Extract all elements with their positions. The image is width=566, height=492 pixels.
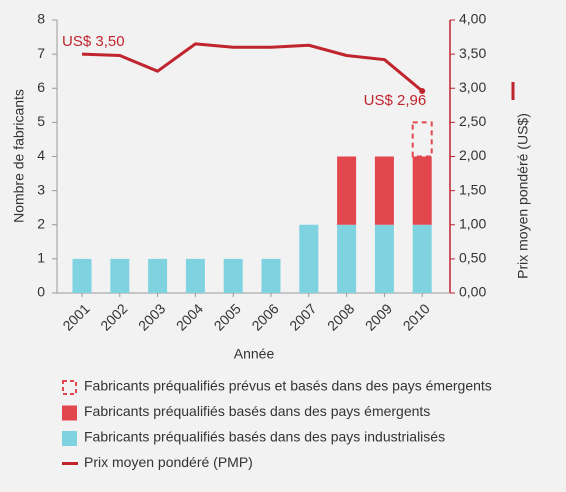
legend-label: Fabricants préqualifiés prévus et basés …	[84, 378, 492, 394]
y2-tick-label: 1,00	[459, 215, 486, 231]
y-tick-label: 7	[37, 45, 45, 61]
bar	[185, 258, 205, 293]
data-label: US$ 2,96	[364, 92, 427, 109]
y2-tick-label: 2,00	[459, 147, 486, 163]
y2-tick-label: 3,00	[459, 79, 486, 95]
bar	[148, 258, 168, 293]
x-tick-label: 2004	[173, 300, 206, 333]
y2-tick-label: 2,50	[459, 113, 486, 129]
end-point	[419, 87, 426, 94]
legend-label: Fabricants préqualifiés basés dans des p…	[84, 403, 430, 419]
legend-label: Prix moyen pondéré (PMP)	[84, 454, 253, 470]
bar	[110, 258, 130, 293]
bar	[72, 258, 92, 293]
y2-tick-label: 3,50	[459, 45, 486, 61]
x-tick-label: 2008	[324, 300, 357, 333]
y-tick-label: 0	[37, 284, 45, 300]
x-tick-label: 2001	[59, 300, 92, 333]
bar	[223, 258, 243, 293]
x-tick-label: 2007	[286, 300, 319, 333]
y-tick-label: 6	[37, 79, 45, 95]
bar	[411, 121, 433, 158]
data-label: US$ 3,50	[62, 33, 125, 50]
y-tick-label: 8	[37, 11, 45, 27]
bar	[299, 224, 319, 293]
y-tick-label: 4	[37, 147, 45, 163]
y-tick-label: 2	[37, 215, 45, 231]
x-tick-label: 2002	[97, 300, 130, 333]
y-axis-label: Nombre de fabricants	[11, 89, 27, 223]
y-tick-label: 5	[37, 113, 45, 129]
bar	[412, 156, 432, 225]
y2-tick-label: 0,50	[459, 250, 486, 266]
y2-tick-label: 4,00	[459, 11, 486, 27]
bar	[337, 224, 357, 293]
x-tick-label: 2006	[248, 300, 281, 333]
y-tick-label: 3	[37, 181, 45, 197]
bar	[412, 224, 432, 293]
legend-swatch	[62, 405, 77, 421]
y2-tick-label: 0,00	[459, 284, 486, 300]
y2-tick-label: 1,50	[459, 181, 486, 197]
legend-swatch	[62, 431, 77, 446]
x-tick-label: 2010	[400, 300, 433, 333]
x-tick-label: 2005	[211, 300, 244, 333]
bar	[374, 156, 394, 225]
legend-label: Fabricants préqualifiés basés dans des p…	[84, 429, 445, 445]
legend-swatch	[62, 380, 77, 395]
price-line	[81, 42, 424, 93]
x-axis-label: Année	[234, 346, 275, 362]
y2-axis-label: Prix moyen pondéré (US$)	[515, 113, 531, 279]
x-tick-label: 2003	[135, 300, 168, 333]
bar	[261, 258, 281, 293]
y-tick-label: 1	[37, 250, 45, 266]
bar	[374, 224, 394, 293]
bar	[337, 156, 357, 225]
x-tick-label: 2009	[362, 300, 395, 333]
